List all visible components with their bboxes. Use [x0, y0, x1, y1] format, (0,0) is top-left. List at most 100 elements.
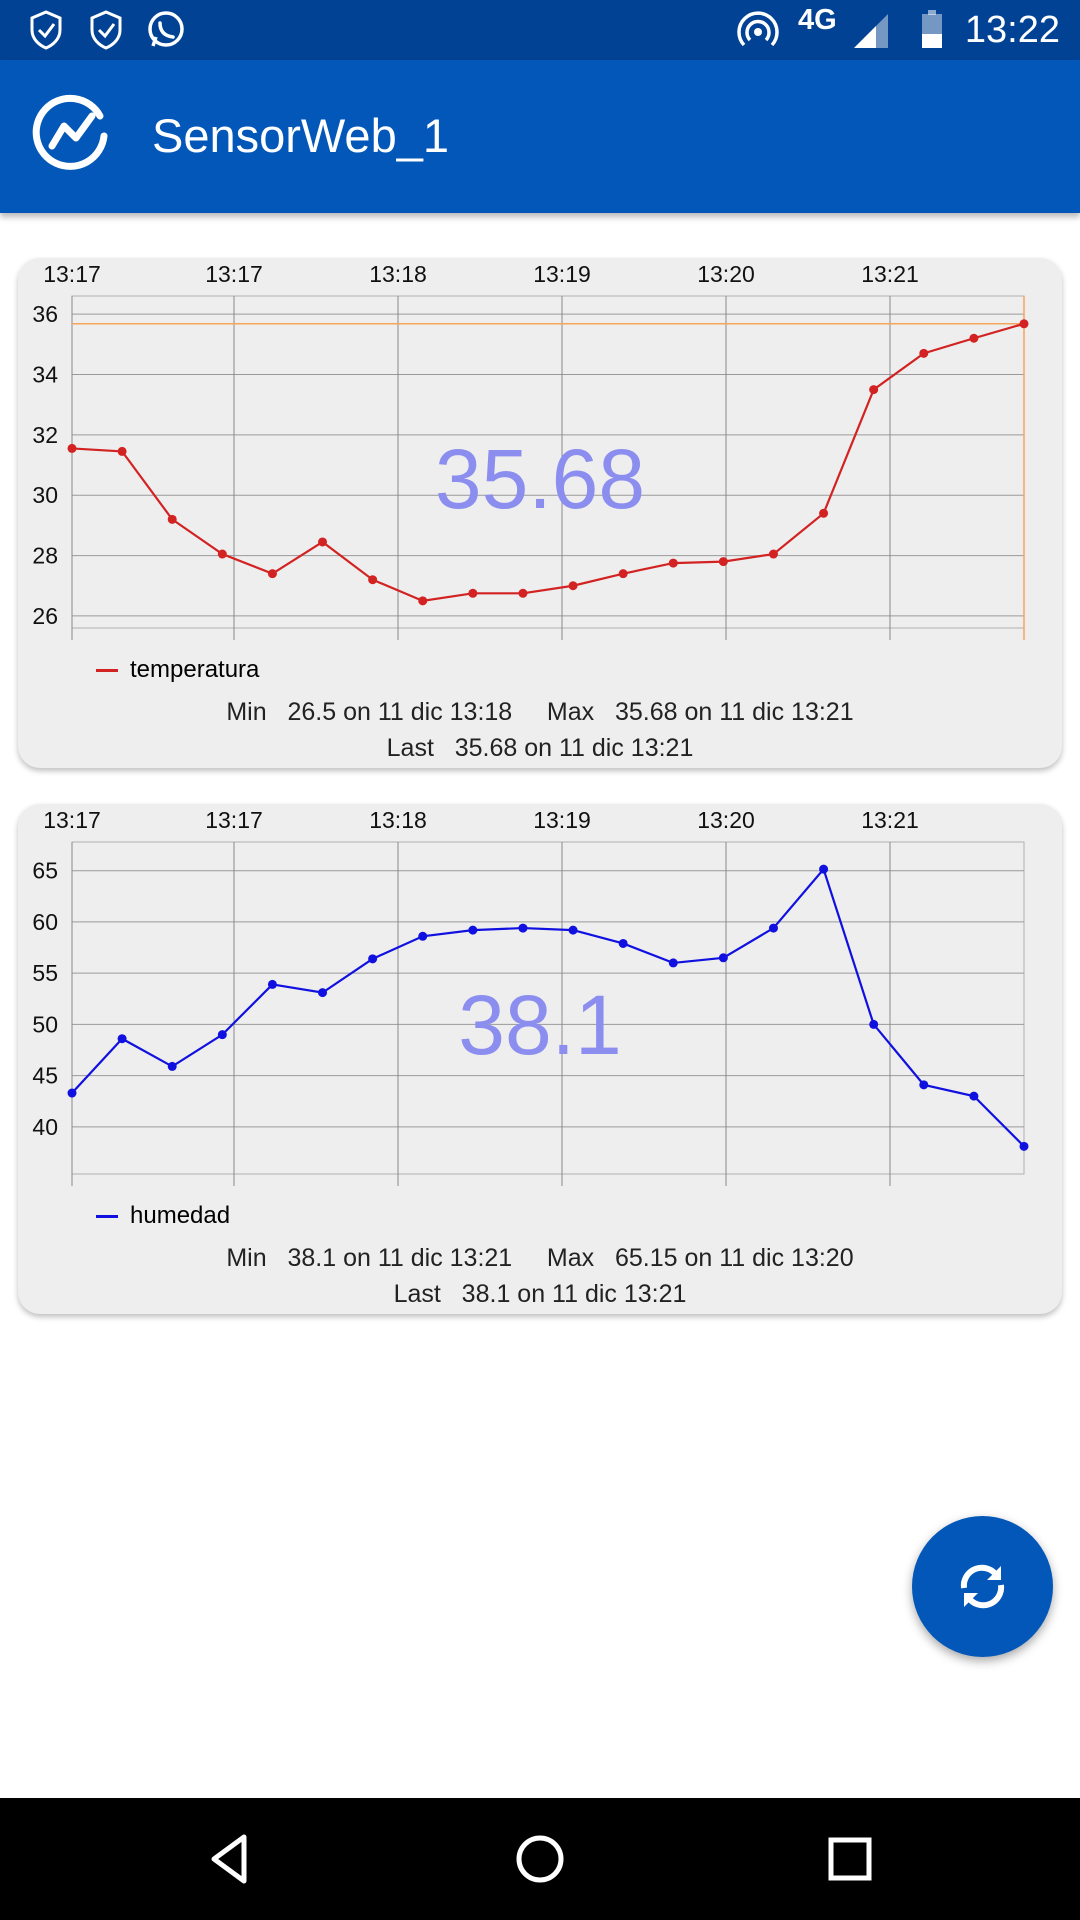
- humidity-min-max: Min 38.1 on 11 dic 13:21 Max 65.15 on 11…: [226, 1244, 854, 1272]
- x-tick-label: 13:17: [205, 807, 263, 833]
- data-point: [167, 514, 177, 524]
- data-point: [67, 443, 77, 453]
- temperature-chart-card[interactable]: 26 28 30 32 34 36 13:17 13:17 13:18 13:19 13:20 13:…: [18, 258, 1062, 768]
- x-tick-label: 13:19: [533, 807, 591, 833]
- data-point: [117, 446, 127, 456]
- data-point: [217, 1030, 227, 1040]
- data-point: [368, 954, 378, 964]
- x-tick-label: 13:17: [43, 807, 101, 833]
- data-point: [1019, 1141, 1029, 1151]
- shield-notification-icon: [90, 10, 122, 50]
- temperature-legend-label: temperatura: [130, 656, 260, 683]
- data-point: [568, 581, 578, 591]
- data-point: [618, 569, 628, 579]
- data-point: [217, 549, 227, 559]
- data-point: [67, 1088, 77, 1098]
- data-point: [468, 925, 478, 935]
- temperature-legend: temperatura: [96, 655, 259, 685]
- temperature-last: Last 35.68 on 11 dic 13:21: [386, 734, 694, 762]
- y-tick-label: 28: [32, 543, 58, 569]
- data-point: [267, 979, 277, 989]
- series-line-temperatura: [71, 322, 1025, 602]
- hotspot-icon: [737, 11, 779, 47]
- data-point: [518, 923, 528, 933]
- data-point: [668, 958, 678, 968]
- data-point: [869, 1019, 879, 1029]
- y-tick-label: 34: [32, 361, 58, 387]
- data-point: [969, 1091, 979, 1101]
- data-point: [1019, 319, 1029, 329]
- data-point: [318, 988, 328, 998]
- y-tick-label: 32: [32, 422, 58, 448]
- data-point: [267, 569, 277, 579]
- legend-swatch: [96, 1215, 118, 1219]
- x-tick-label: 13:17: [205, 261, 263, 287]
- x-tick-label: 13:18: [369, 807, 427, 833]
- x-tick-label: 13:19: [533, 261, 591, 287]
- data-point: [368, 575, 378, 585]
- shield-notification-icon: [30, 10, 62, 50]
- data-point: [819, 508, 829, 518]
- y-tick-label: 40: [32, 1114, 58, 1140]
- whatsapp-icon: [148, 11, 184, 47]
- temperature-current-value: 35.68: [434, 432, 646, 526]
- data-point: [718, 557, 728, 567]
- humidity-current-value: 38.1: [458, 978, 622, 1072]
- data-point: [919, 348, 929, 358]
- legend-swatch: [96, 669, 118, 673]
- data-point: [468, 588, 478, 598]
- y-tick-label: 26: [32, 603, 58, 629]
- network-type: 4G: [798, 4, 837, 36]
- battery-icon: [922, 10, 942, 48]
- y-tick-label: 55: [32, 960, 58, 986]
- x-tick-label: 13:20: [697, 807, 755, 833]
- signal-icon: [854, 14, 888, 48]
- x-tick-label: 13:21: [861, 807, 919, 833]
- x-tick-label: 13:18: [369, 261, 427, 287]
- data-point: [618, 938, 628, 948]
- y-tick-label: 36: [32, 301, 58, 327]
- navigation-bar: [0, 1798, 1080, 1920]
- app-title: SensorWeb_1: [152, 109, 449, 162]
- data-point: [117, 1034, 127, 1044]
- recents-icon[interactable]: [820, 1829, 880, 1889]
- humidity-legend: humedad: [96, 1201, 230, 1231]
- data-point: [418, 596, 428, 606]
- data-point: [418, 931, 428, 941]
- data-point: [768, 549, 778, 559]
- x-tick-label: 13:20: [697, 261, 755, 287]
- humidity-last: Last 38.1 on 11 dic 13:21: [393, 1280, 687, 1308]
- x-tick-label: 13:17: [43, 261, 101, 287]
- data-point: [869, 385, 879, 395]
- chart-logo-icon: [32, 94, 108, 170]
- humidity-chart[interactable]: 40 45 50 55 60 65 13:17 13:17 13:18 13:19 13:20 13:…: [18, 804, 1062, 1314]
- data-point: [668, 558, 678, 568]
- y-tick-label: 30: [32, 482, 58, 508]
- clock: 13:22: [964, 9, 1060, 51]
- y-tick-label: 65: [32, 858, 58, 884]
- data-point: [768, 923, 778, 933]
- data-point: [518, 588, 528, 598]
- temperature-min-max: Min 26.5 on 11 dic 13:18 Max 35.68 on 11…: [226, 698, 854, 726]
- data-point: [969, 333, 979, 343]
- app-bar: SensorWeb_1: [0, 60, 1080, 213]
- x-tick-label: 13:21: [861, 261, 919, 287]
- refresh-button[interactable]: [912, 1516, 1053, 1657]
- data-point: [568, 925, 578, 935]
- data-point: [819, 864, 829, 874]
- series-line-humedad: [71, 866, 1025, 1148]
- data-point: [718, 953, 728, 963]
- back-icon[interactable]: [200, 1829, 260, 1889]
- humidity-chart-card[interactable]: 40 45 50 55 60 65 13:17 13:17 13:18 13:19 13:20 13:…: [18, 804, 1062, 1314]
- status-bar: 4G 13:22: [0, 0, 1080, 60]
- y-tick-label: 50: [32, 1011, 58, 1037]
- refresh-icon: [960, 1564, 1005, 1609]
- data-point: [318, 537, 328, 547]
- y-tick-label: 60: [32, 909, 58, 935]
- data-point: [919, 1080, 929, 1090]
- data-point: [167, 1061, 177, 1071]
- humidity-legend-label: humedad: [130, 1202, 231, 1229]
- temperature-chart[interactable]: 26 28 30 32 34 36 13:17 13:17 13:18 13:19 13:20 13:…: [18, 258, 1062, 768]
- y-tick-label: 45: [32, 1063, 58, 1089]
- home-icon[interactable]: [510, 1829, 570, 1889]
